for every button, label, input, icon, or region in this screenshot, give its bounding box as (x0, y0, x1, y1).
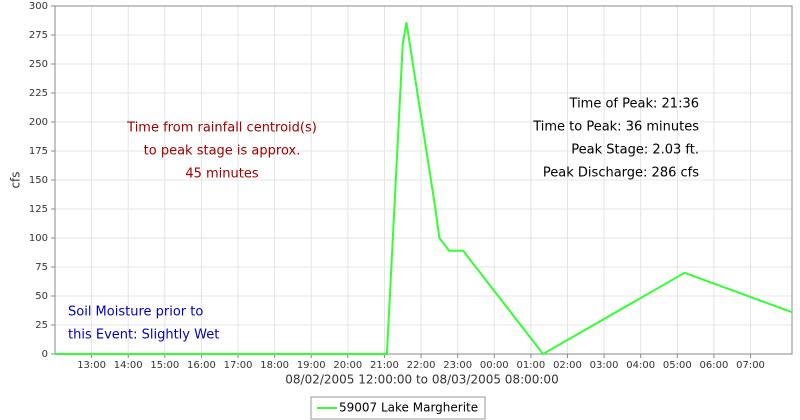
y-tick-label: 125 (29, 204, 48, 215)
annotation: Peak Discharge: 286 cfs (543, 166, 699, 181)
plot-frame (54, 5, 793, 355)
legend-box (310, 396, 486, 420)
x-tick-label: 03:00 (590, 360, 619, 371)
x-axis-label: 08/02/2005 12:00:00 to 08/03/2005 08:00:… (285, 373, 558, 387)
annotation: Time of Peak: 21:36 (569, 97, 699, 112)
annotation: Time to Peak: 36 minutes (532, 120, 699, 135)
annotation: Time from rainfall centroid(s) (126, 121, 317, 136)
y-tick-label: 275 (29, 30, 48, 41)
x-tick-label: 02:00 (553, 360, 582, 371)
x-tick-label: 07:00 (736, 360, 765, 371)
x-tick-label: 23:00 (443, 360, 472, 371)
y-tick-label: 0 (42, 349, 48, 360)
x-tick-label: 18:00 (260, 360, 289, 371)
y-tick-label: 25 (35, 320, 48, 331)
y-tick-label: 100 (29, 233, 48, 244)
y-tick-label: 250 (29, 59, 48, 70)
x-tick-label: 01:00 (516, 360, 545, 371)
annotation: this Event: Slightly Wet (68, 328, 219, 343)
x-tick-label: 06:00 (699, 360, 728, 371)
x-tick-label: 19:00 (297, 360, 326, 371)
y-tick-label: 150 (29, 175, 48, 186)
annotation: Soil Moisture prior to (68, 305, 203, 320)
annotation: to peak stage is approx. (144, 144, 301, 159)
y-tick-label: 175 (29, 146, 48, 157)
x-tick-label: 00:00 (480, 360, 509, 371)
x-tick-label: 05:00 (663, 360, 692, 371)
annotation: 45 minutes (185, 167, 259, 182)
y-tick-label: 225 (29, 88, 48, 99)
legend-label: 59007 Lake Margherite (339, 401, 478, 415)
y-tick-label: 75 (35, 262, 48, 273)
x-tick-label: 22:00 (407, 360, 436, 371)
x-tick-label: 15:00 (150, 360, 179, 371)
y-tick-label: 200 (29, 117, 48, 128)
annotation: Peak Stage: 2.03 ft. (571, 143, 699, 158)
y-tick-label: 300 (29, 1, 48, 12)
x-tick-label: 13:00 (77, 360, 106, 371)
x-tick-label: 20:00 (333, 360, 362, 371)
x-tick-label: 14:00 (114, 360, 143, 371)
x-tick-label: 04:00 (626, 360, 655, 371)
x-tick-label: 17:00 (224, 360, 253, 371)
y-tick-label: 50 (35, 291, 48, 302)
data-line (55, 22, 793, 356)
x-tick-label: 21:00 (370, 360, 399, 371)
x-tick-label: 16:00 (187, 360, 216, 371)
y-axis-label: cfs (9, 171, 23, 188)
